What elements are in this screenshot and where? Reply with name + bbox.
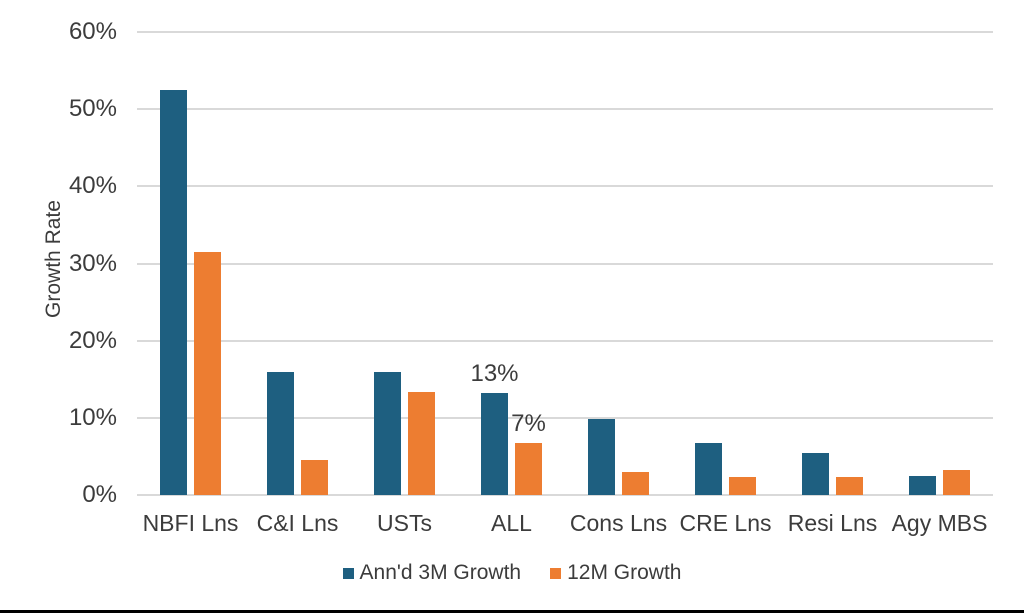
data-label: 13%: [470, 360, 519, 388]
gridline: [137, 31, 993, 33]
bar-12m-growth-usts: [408, 392, 435, 495]
bar-12m-growth-all: [515, 442, 542, 495]
gridline: [137, 416, 993, 419]
legend-item: 12M Growth: [550, 561, 681, 585]
bar-12m-growth-nbfi-lns: [194, 251, 221, 495]
x-tick-label: USTs: [377, 510, 432, 536]
y-tick-label: 40%: [68, 172, 117, 200]
y-tick-label: 20%: [68, 326, 117, 354]
bar-12m-growth-cre-lns: [729, 477, 756, 495]
x-tick-label: CRE Lns: [679, 510, 772, 536]
bar-ann-d-3m-growth-nbfi-lns: [160, 89, 187, 495]
plot-area: NBFI Lns C&I Lns USTs ALL Cons Lns CRE Lns Res…: [137, 31, 993, 536]
bar-ann-d-3m-growth-resi-lns: [802, 452, 829, 495]
y-tick-label: 30%: [68, 249, 117, 277]
bar-12m-growth-cons-lns: [622, 471, 649, 495]
legend-label: Ann'd 3M Growth: [359, 561, 522, 584]
y-tick-label: 50%: [68, 95, 117, 123]
legend-label: 12M Growth: [567, 561, 682, 584]
bar-ann-d-3m-growth-cons-lns: [588, 419, 615, 495]
bar-ann-d-3m-growth-agy-mbs: [909, 475, 936, 495]
gridline: [137, 262, 993, 265]
y-tick-label: 60%: [68, 18, 117, 45]
y-tick-label: 0%: [82, 481, 117, 508]
bar-12m-growth-c-i-lns: [301, 460, 328, 495]
legend-item: Ann'd 3M Growth: [342, 561, 522, 585]
bar-ann-d-3m-growth-c-i-lns: [267, 371, 294, 495]
bar-ann-d-3m-growth-cre-lns: [695, 443, 722, 495]
data-label: 7%: [511, 409, 546, 437]
y-tick-label: 10%: [68, 403, 117, 431]
legend-swatch: [550, 567, 562, 579]
bar-12m-growth-agy-mbs: [943, 469, 970, 495]
gridline: [137, 185, 993, 188]
x-tick-label: NBFI Lns: [142, 510, 239, 536]
x-tick-label: C&I Lns: [256, 510, 339, 536]
legend: Ann'd 3M Growth 12M Growth: [0, 561, 1024, 585]
bar-ann-d-3m-growth-all: [481, 393, 508, 495]
x-tick-label: Resi Lns: [787, 510, 878, 536]
legend-swatch: [342, 567, 354, 579]
bottom-border-line: [0, 610, 1024, 613]
x-tick-label: Agy MBS: [891, 510, 988, 536]
x-tick-label: ALL: [491, 510, 532, 536]
bar-ann-d-3m-growth-usts: [374, 372, 401, 495]
gridline: [137, 108, 993, 111]
gridline: [137, 339, 993, 342]
x-tick-label: Cons Lns: [569, 510, 668, 536]
gridline: [137, 494, 993, 496]
bar-12m-growth-resi-lns: [836, 477, 863, 495]
